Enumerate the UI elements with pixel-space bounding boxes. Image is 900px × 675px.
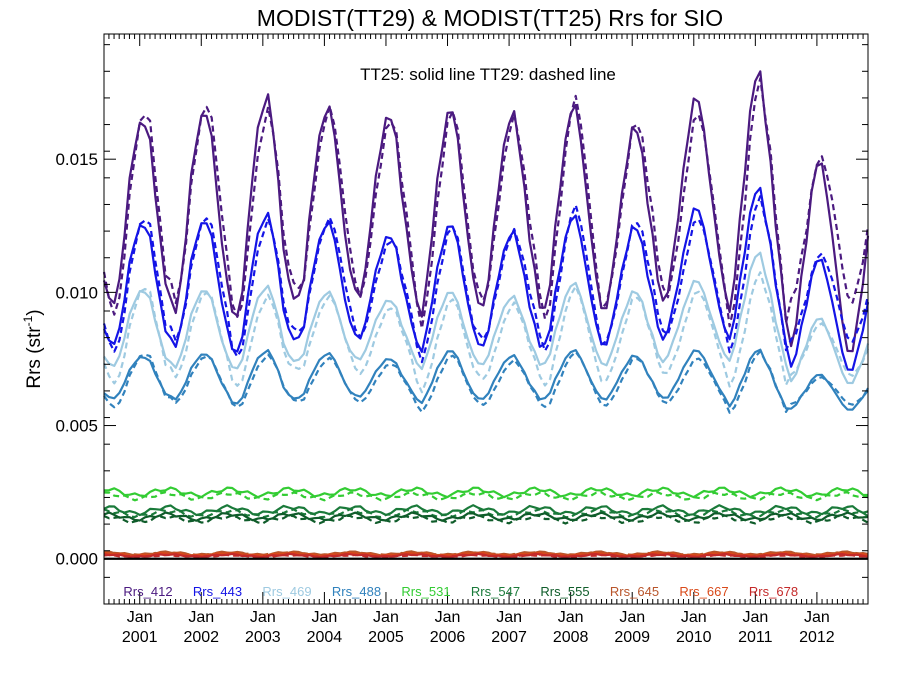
- rrs-469-tt25-solid-line: [103, 251, 870, 385]
- legend-entry-rrs-645: Rrs_645: [610, 584, 659, 599]
- rrs-531-tt25-solid-line: [103, 486, 869, 499]
- x-tick-year-label: 2011: [738, 629, 773, 646]
- x-tick-month-label: Jan: [127, 609, 153, 626]
- x-tick-month-label: Jan: [681, 609, 707, 626]
- x-tick-year-label: 2009: [614, 629, 650, 646]
- x-tick-year-label: 2008: [553, 629, 589, 646]
- x-tick-month-label: Jan: [742, 609, 768, 626]
- legend-entry-rrs-547: Rrs_547: [471, 584, 520, 599]
- x-tick-year-label: 2001: [122, 629, 158, 646]
- legend-entry-rrs-488: Rrs_488: [332, 584, 381, 599]
- rrs-678-tt25-solid-line: [103, 552, 869, 559]
- legend-entry-rrs-443: Rrs_443: [193, 584, 242, 599]
- legend-entry-rrs-678: Rrs_678: [749, 584, 798, 599]
- legend-entry-rrs-412: Rrs_412: [123, 584, 172, 599]
- x-tick-year-label: 2012: [799, 629, 835, 646]
- x-tick-month-label: Jan: [250, 609, 276, 626]
- rrs-488-tt25-solid-line: [103, 348, 869, 411]
- x-tick-month-label: Jan: [435, 609, 461, 626]
- y-axis-title-main: Rrs (str: [24, 326, 45, 389]
- x-tick-month-label: Jan: [373, 609, 399, 626]
- x-tick-month-label: Jan: [496, 609, 522, 626]
- x-tick-year-label: 2004: [307, 629, 343, 646]
- legend-entry-rrs-469: Rrs_469: [262, 584, 311, 599]
- axes: 0.000 0.005 0.010 0.015 Jan 2001 Jan 2002 Jan 200…: [55, 33, 869, 646]
- y-axis-title-superscript: -1: [21, 315, 35, 326]
- rrs-412-tt25-solid-line: [102, 70, 870, 353]
- legend: Rrs_412 Rrs_443 Rrs_469 Rrs_488 Rrs_531 Rrs_5…: [123, 584, 798, 599]
- x-tick-month-label: Jan: [804, 609, 830, 626]
- x-tick-month-label: Jan: [311, 609, 337, 626]
- x-tick-year-label: 2005: [368, 629, 404, 646]
- rrs-531-tt29-dashed-line: [103, 491, 869, 502]
- y-tick-label: 0.015: [55, 150, 98, 169]
- x-tick-month-label: Jan: [188, 609, 214, 626]
- rrs-547-tt29-dashed-line: [103, 508, 869, 519]
- y-tick-label: 0.000: [55, 550, 98, 569]
- rrs-547-tt25-solid-line: [103, 504, 869, 517]
- rrs-488-tt29-dashed-line: [103, 350, 869, 414]
- x-tick-year-label: 2003: [245, 629, 281, 646]
- y-tick-label: 0.010: [55, 283, 98, 302]
- y-axis-label: Rrs (str-1): [21, 309, 45, 388]
- chart-title: MODIST(TT29) & MODIST(TT25) Rrs for SIO: [257, 5, 723, 31]
- rrs-555-tt25-solid-line: [103, 511, 869, 522]
- series-layer: [102, 70, 870, 559]
- chart-subtitle: TT25: solid line TT29: dashed line: [360, 65, 616, 84]
- y-axis-title: Rrs (str-1): [21, 309, 45, 388]
- x-tick-month-label: Jan: [619, 609, 645, 626]
- rrs-443-tt25-solid-line: [102, 186, 870, 371]
- x-tick-month-label: Jan: [558, 609, 584, 626]
- legend-entry-rrs-555: Rrs_555: [540, 584, 589, 599]
- plot-frame: [103, 33, 869, 605]
- x-tick-year-label: 2007: [491, 629, 527, 646]
- legend-entry-rrs-531: Rrs_531: [401, 584, 450, 599]
- legend-entry-rrs-667: Rrs_667: [679, 584, 728, 599]
- y-tick-label: 0.005: [55, 417, 98, 436]
- x-tick-year-label: 2010: [676, 629, 712, 646]
- x-tick-year-label: 2006: [430, 629, 466, 646]
- y-axis-title-close: ): [24, 309, 45, 315]
- rrs-469-tt29-dashed-line: [102, 271, 870, 394]
- x-tick-year-label: 2002: [183, 629, 219, 646]
- rrs-412-tt29-dashed-line: [102, 77, 870, 330]
